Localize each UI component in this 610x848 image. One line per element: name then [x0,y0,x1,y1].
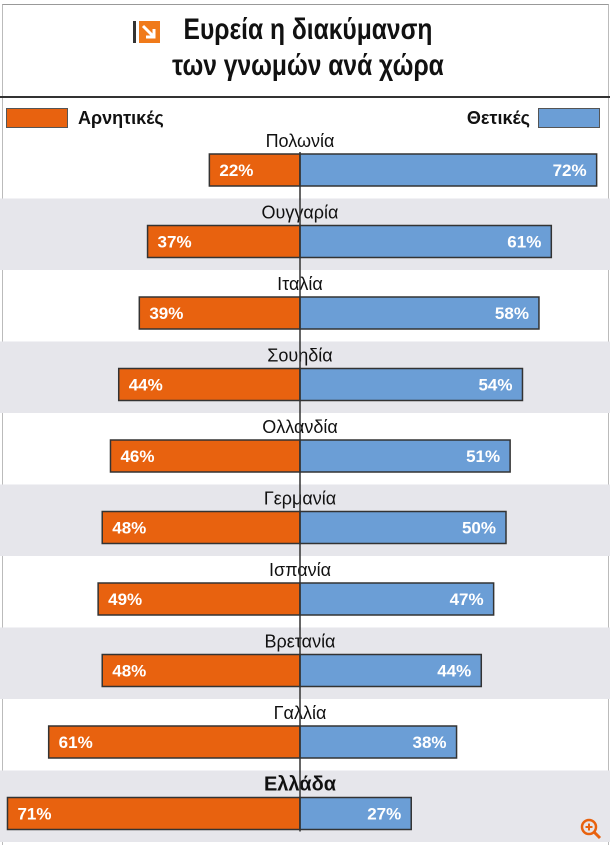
legend-negative-swatch [6,108,68,128]
value-label-negative: 61% [59,733,93,752]
value-label-negative: 44% [129,376,163,395]
value-label-positive: 58% [495,304,529,323]
bar-negative [6,796,301,831]
value-label-positive: 54% [478,376,512,395]
arrow-icon [133,21,160,43]
zoom-in-icon[interactable] [580,818,602,840]
bar-positive [299,439,511,473]
chart-title: Ευρεία η διακύμανση των γνωμών ανά χώρα [160,12,455,84]
legend-positive-swatch [538,108,600,128]
bar-positive [299,582,495,616]
legend-negative: Αρνητικές [6,106,164,130]
bar-negative [109,439,301,473]
value-label-positive: 47% [450,590,484,609]
chart-title-line2: των γνωμών ανά χώρα [172,49,444,82]
value-label-negative: 37% [158,233,192,252]
bar-negative [138,296,301,330]
title-divider [0,96,610,98]
value-label-negative: 48% [112,519,146,538]
value-label-positive: 51% [466,447,500,466]
bar-negative [146,224,301,259]
bar-negative [47,725,301,759]
value-label-negative: 71% [17,805,51,824]
bar-negative [97,582,301,616]
legend-positive: Θετικές [467,106,600,130]
bar-negative [208,153,301,187]
value-label-positive: 44% [437,662,471,681]
value-label-negative: 46% [120,447,154,466]
bar-positive [299,153,598,187]
legend-negative-label: Αρνητικές [78,107,164,128]
value-label-negative: 49% [108,590,142,609]
bar-positive [299,296,540,330]
value-label-positive: 61% [507,233,541,252]
bar-positive [299,796,412,831]
bar-negative [101,510,301,545]
value-label-positive: 72% [553,161,587,180]
chart-title-line1: Ευρεία η διακύμανση [183,13,433,46]
value-label-positive: 38% [413,733,447,752]
value-label-negative: 48% [112,662,146,681]
country-label: Πολωνία [266,131,335,151]
bar-positive [299,367,524,402]
value-label-positive: 50% [462,519,496,538]
value-label-negative: 22% [219,161,253,180]
chart-row: Πολωνία 22% 72% [208,131,598,187]
chart-frame [2,4,609,845]
bar-positive [299,224,553,259]
bar-positive [299,725,458,759]
value-label-negative: 39% [149,304,183,323]
legend-positive-label: Θετικές [466,107,530,128]
value-label-positive: 27% [367,805,401,824]
